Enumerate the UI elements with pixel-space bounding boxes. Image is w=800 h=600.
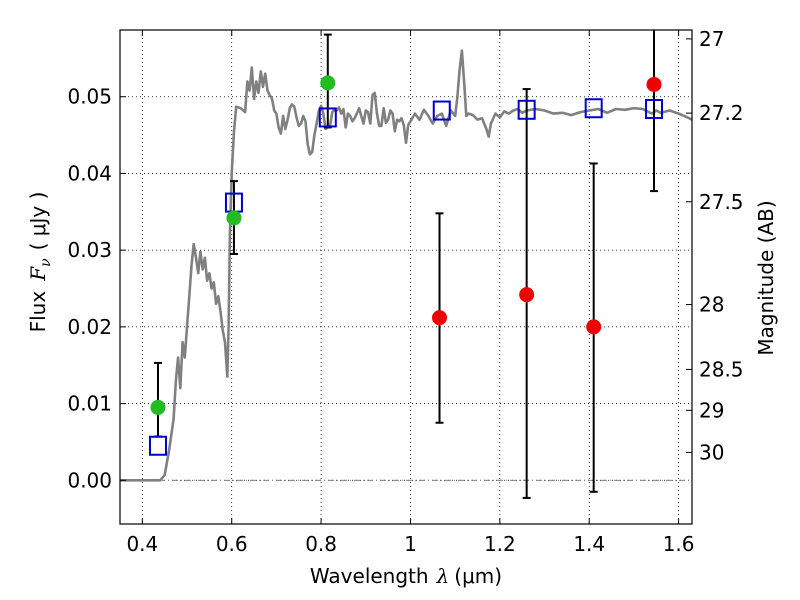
model-band-box [584,98,603,119]
right-tick-label: 27 [699,27,724,51]
x-axis-label-var: λ [436,564,450,588]
y-tick-label: 0.05 [67,85,112,109]
y-tick-label: 0.04 [67,161,112,185]
x-axis-label-unit: (μm) [454,564,502,588]
y-axis-label-sub: ν [38,258,54,267]
model-band-boxes [148,98,664,456]
right-tick-label: 28 [699,293,724,317]
right-tick-label: 28.5 [699,357,744,381]
y-axis-label: Flux Fν ( μJy ) [26,192,54,333]
x-axis-label-text: Wavelength [310,564,429,588]
right-axis-label: Magnitude (AB) [754,200,778,355]
x-tick-label: 0.8 [305,532,337,556]
x-tick-label: 1.4 [573,532,605,556]
plot-frame [119,29,693,525]
model-spectrum-line [120,49,692,482]
right-tick-label: 27.2 [699,101,744,125]
nondetection-point [432,310,448,326]
model-band-box [148,435,167,456]
x-tick-label: 1.2 [484,532,516,556]
y-tick-label: 0.03 [67,238,112,262]
model-band-box [432,100,451,121]
right-tick-label: 29 [699,398,724,422]
y-axis-label-unit: ( μJy ) [26,192,50,251]
nondetection-point [519,287,535,303]
x-tick-label: 1 [404,532,417,556]
y-tick-label: 0.00 [67,468,112,492]
right-tick-label: 27.5 [699,190,744,214]
model-band-box [517,99,536,120]
detection-point [226,210,242,226]
observed-points [150,75,662,415]
y-axis-label-text: Flux [26,291,50,333]
y-axis-label-var: F [26,266,50,282]
x-tick-label: 1.6 [663,532,695,556]
x-tick-label: 0.6 [216,532,248,556]
nondetection-point [586,319,602,335]
ticks: 0.4 0.6 0.8 1 1.2 1.4 1.6 0.00 0.01 0.02 0.03 0.04 0… [67,27,743,556]
x-tick-label: 0.4 [126,532,158,556]
detection-point [320,75,336,91]
x-axis-label: Wavelength λ (μm) [310,564,502,588]
right-tick-label: 30 [699,440,724,464]
model-band-box [318,107,337,128]
nondetection-point [646,76,662,92]
y-tick-label: 0.01 [67,392,112,416]
detection-point [150,399,166,415]
y-tick-label: 0.02 [67,315,112,339]
model-band-box [645,99,664,120]
